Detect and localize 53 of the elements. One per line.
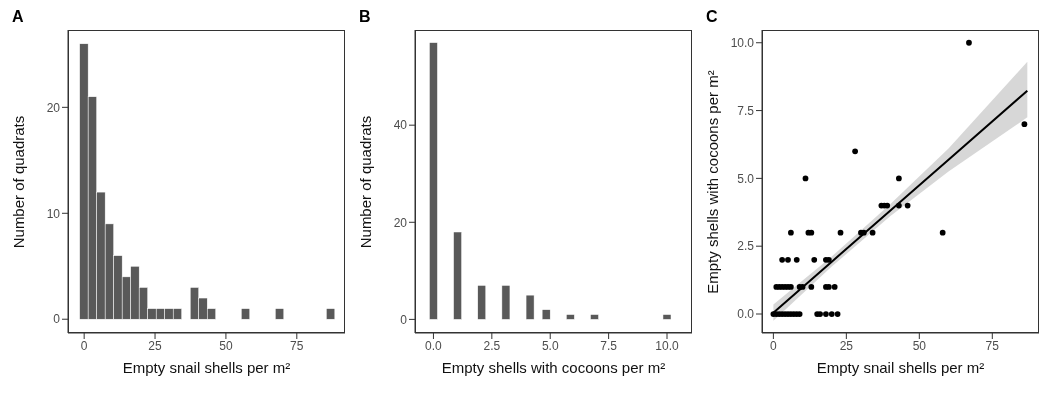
x-tick-label: 50 xyxy=(219,338,233,353)
y-tick-label: 2.5 xyxy=(737,239,755,254)
x-tick-label: 25 xyxy=(148,338,163,353)
point xyxy=(896,202,902,209)
point xyxy=(788,229,794,236)
x-axis-title: Empty shells with cocoons per m² xyxy=(440,359,667,376)
point xyxy=(837,229,844,236)
y-tick-label: 40 xyxy=(393,118,408,133)
point xyxy=(904,202,911,209)
point xyxy=(939,229,946,236)
y-tick-label: 10 xyxy=(46,206,61,221)
point xyxy=(802,175,809,182)
x-tick-label: 0 xyxy=(770,338,778,353)
point xyxy=(869,229,876,236)
point xyxy=(834,311,841,317)
x-tick-label: 0.0 xyxy=(425,338,443,353)
x-tick-label: 2.5 xyxy=(483,338,501,353)
point xyxy=(966,39,972,46)
point xyxy=(828,311,835,317)
point xyxy=(852,148,858,155)
x-tick-label: 75 xyxy=(985,338,1000,353)
x-tick-label: 5.0 xyxy=(541,338,559,353)
y-tick-label: 0 xyxy=(53,312,61,327)
y-axis-title: Number of quadrats xyxy=(355,114,375,250)
x-tick-label: 10.0 xyxy=(655,338,680,353)
y-tick-label: 10.0 xyxy=(730,36,755,51)
point xyxy=(793,256,800,263)
chart-title: A xyxy=(12,8,24,26)
y-axis-title: Empty shells with cocoons per m² xyxy=(702,68,722,296)
point xyxy=(896,175,902,182)
y-tick-label: 0 xyxy=(400,312,408,327)
x-tick-label: 50 xyxy=(912,338,927,353)
y-tick-label: 5.0 xyxy=(737,171,755,186)
point xyxy=(779,256,786,263)
x-axis-title: Empty snail shells per m² xyxy=(815,359,986,376)
y-tick-label: 20 xyxy=(393,215,408,230)
point xyxy=(785,256,791,263)
y-tick-label: 20 xyxy=(46,100,61,115)
x-axis-title: Empty snail shells per m² xyxy=(121,359,292,376)
point xyxy=(823,311,829,317)
x-tick-label: 7.5 xyxy=(600,338,618,353)
point xyxy=(831,284,838,290)
point xyxy=(811,256,818,263)
y-tick-label: 7.5 xyxy=(737,103,755,118)
x-tick-label: 75 xyxy=(290,338,304,353)
chart-title: B xyxy=(359,8,371,26)
point xyxy=(1021,121,1028,127)
x-tick-label: 25 xyxy=(839,338,854,353)
y-axis-title: Number of quadrats xyxy=(8,114,28,250)
x-tick-label: 0 xyxy=(80,338,88,353)
point xyxy=(808,284,815,290)
chart-title: C xyxy=(706,8,718,26)
y-tick-label: 0.0 xyxy=(737,307,755,322)
